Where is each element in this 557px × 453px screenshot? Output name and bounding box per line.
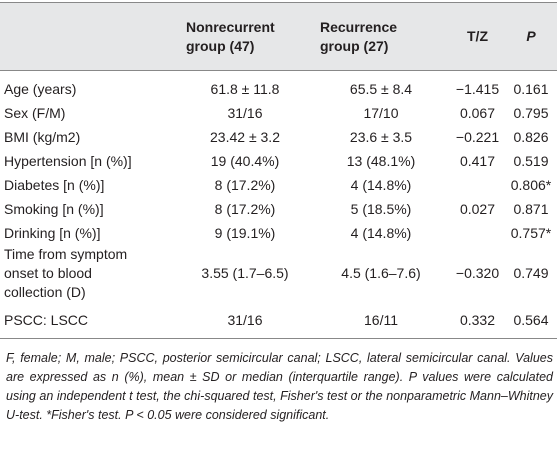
row-label: Hypertension [n (%)] [0,149,178,173]
cell: 0.564 [505,302,557,339]
label-text: PSCC: LSCC [4,311,89,328]
cell: 61.8 ± 11.8 [210,80,280,97]
cell: 13 (48.1%) [346,152,416,169]
cell: 0.871 [513,200,549,217]
cell: −1.415 [455,80,500,97]
cell: 0.332 [450,302,505,339]
cell: 31/16 [178,302,312,339]
cell [450,221,505,245]
table-row: PSCC: LSCC 31/16 16/11 0.332 0.564 [0,302,557,339]
cell: 19 (40.4%) [210,152,280,169]
cell: 0.161 [513,80,549,97]
cell: 23.6 ± 3.5 [349,128,413,145]
header-cell: P [505,2,557,71]
label-text: Age (years) [4,80,77,97]
table-row: Smoking [n (%)] 8 (17.2%) 5 (18.5%) 0.027 0.… [0,197,557,221]
cell: 4.5 (1.6–7.6) [341,265,421,281]
label-text: Sex (F/M) [4,104,66,121]
table-row: Diabetes [n (%)] 8 (17.2%) 4 (14.8%) 0.806* [0,173,557,197]
cell: 5 (18.5%) [350,200,412,217]
table-row: Hypertension [n (%)] 19 (40.4%) 13 (48.1%)… [0,149,557,173]
row-label: PSCC: LSCC [0,302,178,339]
cell: 3.55 (1.7–6.5) [201,265,289,281]
cell: 65.5 ± 8.4 [349,80,413,97]
cell: 0.757* [510,224,552,241]
header-cell: Recurrence group (27) [312,2,450,71]
cell: 9 (19.1%) [214,224,276,241]
table-row: Sex (F/M) 31/16 17/10 0.067 0.795 [0,101,557,125]
header-cell: T/Z [450,2,505,71]
row-label: Sex (F/M) [0,101,178,125]
cell: 0.806* [510,176,552,193]
cell: 0.027 [459,200,496,217]
cell: −0.221 [455,128,500,145]
cell: 8 (17.2%) [214,176,276,193]
row-label: Age (years) [0,71,178,102]
header-cell: Nonrecurrent group (47) [178,2,312,71]
header-cell [0,2,178,71]
footnote: F, female; M, male; PSCC, posterior semi… [6,351,553,422]
table-body: Age (years) 61.8 ± 11.8 65.5 ± 8.4 −1.415 0.… [0,71,557,339]
row-label: Smoking [n (%)] [0,197,178,221]
row-label: Time from symptom onset to blood collect… [0,245,178,302]
cell: 0.417 [459,152,496,169]
cell: 17/10 [363,104,399,121]
cell: 0.067 [459,104,496,121]
row-label: BMI (kg/m2) [0,125,178,149]
table-row: Time from symptom onset to blood collect… [0,245,557,302]
table-header: Nonrecurrent group (47) Recurrence group … [0,2,557,71]
cell: 23.42 ± 3.2 [210,128,280,145]
label-text: BMI (kg/m2) [4,128,81,145]
label-text: Drinking [n (%)] [4,224,101,241]
cell: 4 (14.8%) [350,224,412,241]
cell: 31/16 [227,104,263,121]
cell: 16/11 [312,302,450,339]
table-row: Drinking [n (%)] 9 (19.1%) 4 (14.8%) 0.757* [0,221,557,245]
row-label: Diabetes [n (%)] [0,173,178,197]
table-row: Age (years) 61.8 ± 11.8 65.5 ± 8.4 −1.415 0.… [0,71,557,102]
cell: 0.826 [513,128,549,145]
label-text: Diabetes [n (%)] [4,176,105,193]
cell: 0.749 [513,265,549,281]
cell: −0.320 [455,265,500,281]
data-table: Nonrecurrent group (47) Recurrence group … [0,2,557,339]
cell: 4 (14.8%) [350,176,412,193]
cell: 8 (17.2%) [214,200,276,217]
cell: 0.519 [513,152,549,169]
label-text: Hypertension [n (%)] [4,152,132,169]
header-row: Nonrecurrent group (47) Recurrence group … [0,2,557,71]
table-row: BMI (kg/m2) 23.42 ± 3.2 23.6 ± 3.5 −0.221 0.… [0,125,557,149]
cell: 0.795 [513,104,549,121]
label-text: Time from symptom onset to blood collect… [4,246,128,300]
label-text: Smoking [n (%)] [4,200,104,217]
row-label: Drinking [n (%)] [0,221,178,245]
cell [450,173,505,197]
